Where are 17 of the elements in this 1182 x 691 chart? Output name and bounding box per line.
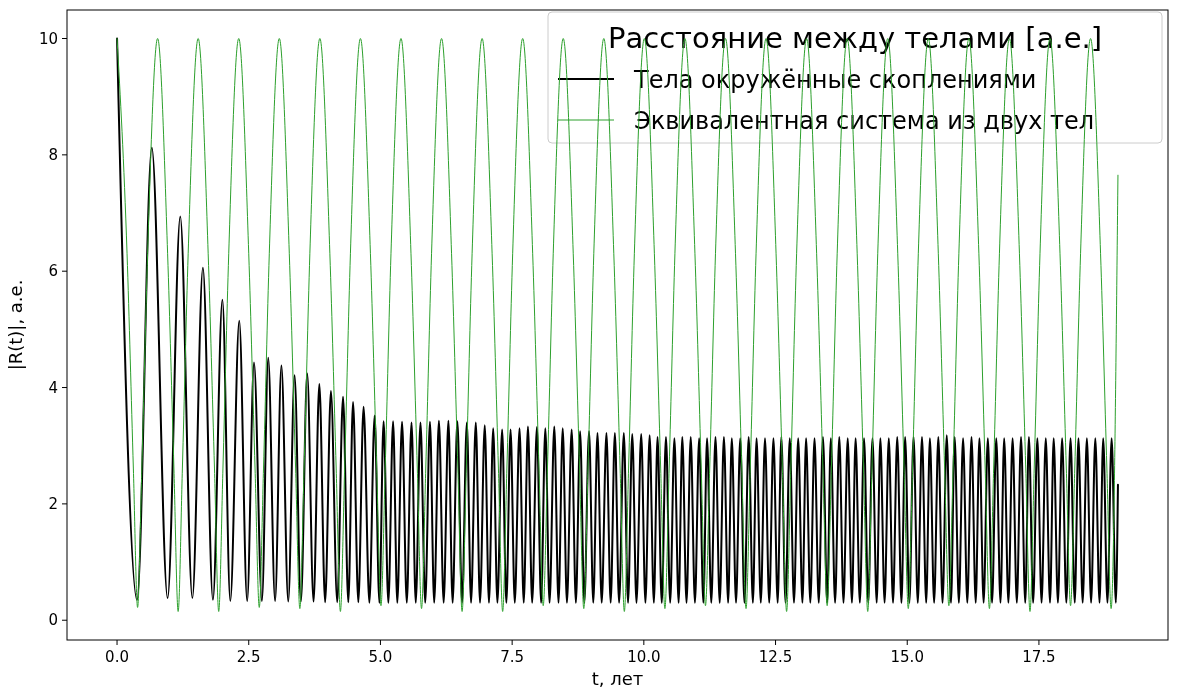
x-tick-label: 17.5 bbox=[1022, 648, 1056, 666]
x-tick-label: 15.0 bbox=[890, 648, 924, 666]
y-axis-title: |R(t)|, а.е. bbox=[5, 279, 26, 371]
x-tick-label: 7.5 bbox=[500, 648, 525, 666]
y-tick-label: 8 bbox=[48, 145, 58, 164]
y-tick-label: 0 bbox=[48, 611, 58, 630]
y-tick-label: 2 bbox=[48, 494, 58, 513]
x-tick-label: 12.5 bbox=[758, 648, 793, 666]
x-tick-label: 10.0 bbox=[627, 648, 661, 666]
y-tick-label: 10 bbox=[38, 29, 58, 48]
legend-title: Расстояние между телами [а.е.] bbox=[607, 21, 1103, 55]
y-tick-label: 6 bbox=[48, 262, 58, 281]
x-axis-title: t, лет bbox=[591, 668, 644, 689]
x-tick-label: 0.0 bbox=[105, 648, 129, 666]
x-tick-label: 2.5 bbox=[236, 648, 261, 666]
x-tick-label: 5.0 bbox=[368, 648, 393, 666]
y-tick-label: 4 bbox=[48, 378, 58, 397]
